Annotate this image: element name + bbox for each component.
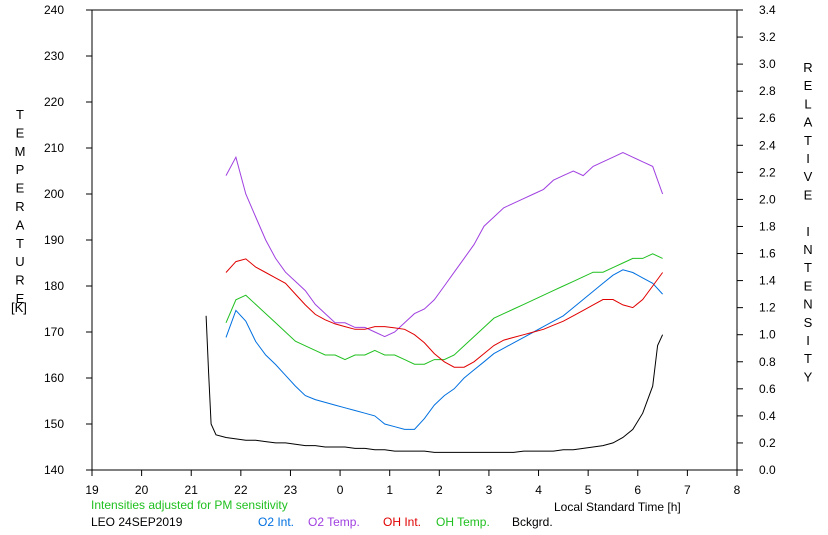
x-tick-label: 23: [284, 483, 298, 497]
x-tick-label: 1: [386, 483, 393, 497]
right-axis-label-letter: I: [806, 224, 810, 239]
left-axis-label-letter: E: [16, 125, 25, 140]
right-axis: 0.0 0.2 0.4 0.6 0.8 1.0 1.2 1.4 1.6 1.8 2.0 2.2 2.4 2…: [737, 3, 776, 477]
right-axis-label-letter: I: [806, 151, 810, 166]
legend-bckgrd: Bckgrd.: [512, 515, 553, 529]
series-line-bckgrd: [205, 315, 664, 453]
x-tick-label: 19: [85, 483, 99, 497]
right-axis-label-letter: E: [804, 278, 813, 293]
left-axis-label-letter: P: [16, 162, 25, 177]
left-tick-label: 230: [44, 49, 64, 63]
left-tick-label: 220: [44, 95, 64, 109]
x-tick-label: 22: [234, 483, 248, 497]
right-axis-label-letter: N: [803, 297, 812, 312]
series-layer: [205, 152, 664, 453]
left-tick-label: 180: [44, 279, 64, 293]
left-axis-label-letter: T: [16, 107, 24, 122]
left-axis-label-letter: M: [15, 144, 26, 159]
right-tick-label: 0.6: [759, 382, 776, 396]
right-tick-label: 0.8: [759, 355, 776, 369]
left-axis-label-letter: R: [15, 199, 24, 214]
right-axis-label-letter: N: [803, 242, 812, 257]
right-axis-label-letter: S: [804, 315, 813, 330]
x-tick-label: 5: [585, 483, 592, 497]
x-tick-label: 7: [684, 483, 691, 497]
x-axis: 19 20 21 22 23 0 1 2 3 4 5 6 7 8: [85, 470, 741, 497]
right-axis-label-letter: I: [806, 333, 810, 348]
left-tick-label: 240: [44, 3, 64, 17]
left-axis-label-letter: A: [16, 217, 25, 232]
right-axis-label-letter: R: [803, 60, 812, 75]
right-tick-label: 3.2: [759, 30, 776, 44]
x-tick-label: 21: [185, 483, 199, 497]
right-tick-label: 0.2: [759, 436, 776, 450]
x-axis-label: Local Standard Time [h]: [554, 500, 681, 514]
right-tick-label: 2.0: [759, 192, 776, 206]
right-tick-label: 2.6: [759, 111, 776, 125]
right-axis-label-letter: E: [804, 187, 813, 202]
legend-oh-int: OH Int.: [383, 515, 421, 529]
x-tick-label: 8: [734, 483, 741, 497]
left-tick-label: 190: [44, 233, 64, 247]
left-axis-unit: [K]: [11, 300, 27, 315]
left-axis-label-letter: E: [16, 291, 25, 306]
right-tick-label: 2.2: [759, 165, 776, 179]
x-tick-label: 2: [436, 483, 443, 497]
left-axis-label-letter: T: [16, 236, 24, 251]
station-label: LEO 24SEP2019: [91, 515, 183, 529]
left-tick-label: 210: [44, 141, 64, 155]
legend-oh-temp: OH Temp.: [436, 515, 490, 529]
right-axis-label-letter: T: [804, 351, 812, 366]
right-tick-label: 3.4: [759, 3, 776, 17]
legend-o2-temp: O2 Temp.: [308, 515, 360, 529]
left-tick-label: 150: [44, 417, 64, 431]
left-axis-label-letter: U: [15, 254, 24, 269]
right-tick-label: 1.4: [759, 274, 776, 288]
left-tick-label: 140: [44, 463, 64, 477]
right-tick-label: 2.8: [759, 84, 776, 98]
right-axis-label-letter: E: [804, 78, 813, 93]
series-line-o2-int: [225, 269, 663, 430]
x-tick-label: 20: [135, 483, 149, 497]
x-tick-label: 6: [634, 483, 641, 497]
right-axis-label-letter: Y: [804, 369, 813, 384]
right-tick-label: 1.6: [759, 247, 776, 261]
right-axis-label-letter: L: [804, 96, 811, 111]
series-line-oh-temp: [225, 253, 663, 365]
left-axis-label-letter: R: [15, 273, 24, 288]
right-tick-label: 3.0: [759, 57, 776, 71]
left-axis: 140 150 160 170 180 190 200 210 220 230 240: [44, 3, 92, 477]
right-tick-label: 1.8: [759, 219, 776, 233]
right-axis-label-letter: T: [804, 260, 812, 275]
sensitivity-note: Intensities adjusted for PM sensitivity: [91, 498, 288, 512]
left-tick-label: 170: [44, 325, 64, 339]
legend-o2-int: O2 Int.: [258, 515, 294, 529]
right-tick-label: 1.0: [759, 328, 776, 342]
series-line-o2-temp: [225, 152, 664, 338]
left-axis-label-letter: E: [16, 181, 25, 196]
x-tick-label: 4: [535, 483, 542, 497]
right-tick-label: 0.0: [759, 463, 776, 477]
right-tick-label: 1.2: [759, 301, 776, 315]
right-axis-label-letter: T: [804, 133, 812, 148]
left-tick-label: 200: [44, 187, 64, 201]
right-axis-label-letter: V: [804, 169, 813, 184]
left-tick-label: 160: [44, 371, 64, 385]
right-tick-label: 0.4: [759, 409, 776, 423]
right-axis-label-letter: A: [804, 115, 813, 130]
series-line-oh-int: [225, 258, 664, 368]
x-tick-label: 0: [337, 483, 344, 497]
right-tick-label: 2.4: [759, 138, 776, 152]
x-tick-label: 3: [486, 483, 493, 497]
